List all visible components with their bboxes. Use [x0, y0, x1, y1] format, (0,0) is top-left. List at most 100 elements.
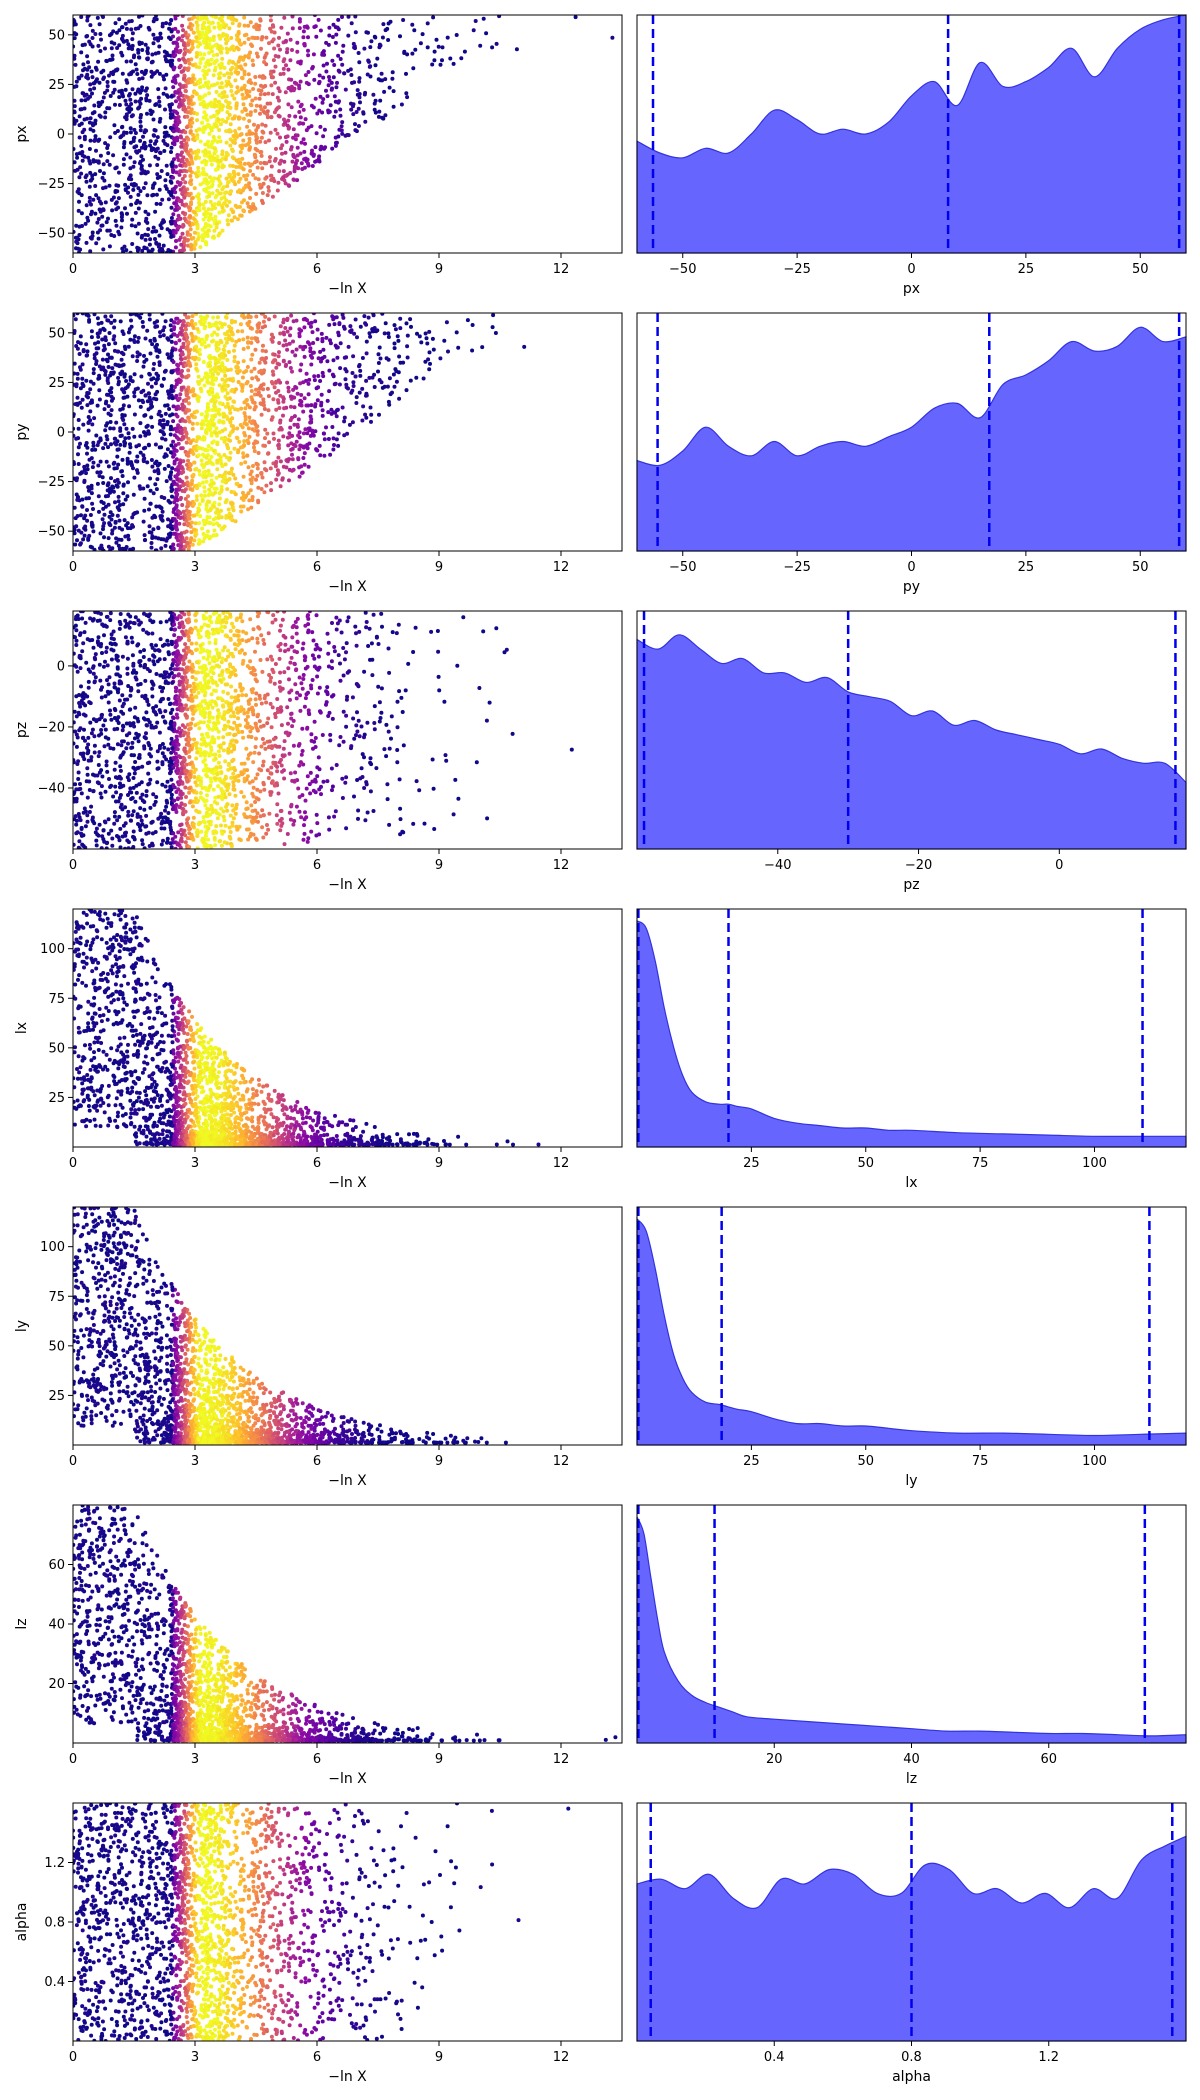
trace-point — [134, 149, 139, 154]
trace-point — [169, 205, 174, 210]
trace-point — [231, 60, 236, 65]
trace-point — [126, 382, 131, 387]
trace-point — [276, 438, 281, 443]
trace-point — [228, 377, 233, 382]
trace-point — [135, 72, 140, 76]
trace-point — [244, 177, 249, 182]
trace-point — [129, 59, 133, 64]
trace-point — [147, 443, 151, 448]
trace-point — [369, 419, 373, 424]
trace-point — [177, 182, 182, 187]
trace-point — [179, 242, 184, 247]
trace-point — [211, 417, 216, 422]
trace-point — [84, 342, 89, 347]
trace-point — [141, 324, 146, 329]
trace-point — [201, 360, 206, 364]
trace-point — [227, 174, 232, 179]
trace-point — [105, 437, 110, 442]
trace-point — [80, 504, 85, 509]
trace-point — [79, 791, 84, 796]
trace-point — [84, 394, 89, 398]
trace-point — [229, 36, 234, 40]
trace-point — [161, 74, 166, 79]
trace-point — [262, 110, 267, 115]
trace-point — [265, 431, 270, 436]
trace-point — [119, 433, 124, 438]
trace-point — [121, 482, 126, 487]
trace-point — [244, 95, 248, 100]
trace-point — [136, 55, 141, 60]
trace-point — [159, 546, 164, 551]
trace-point — [327, 25, 332, 30]
trace-point — [199, 101, 204, 106]
trace-point — [73, 527, 77, 532]
trace-point — [219, 515, 224, 520]
trace-point — [274, 407, 279, 412]
trace-point — [118, 135, 123, 140]
trace-point — [318, 147, 323, 152]
trace-point — [163, 543, 168, 548]
trace-point — [201, 166, 206, 171]
trace-point — [152, 469, 157, 474]
trace-point — [217, 174, 222, 179]
trace-point — [179, 345, 184, 350]
trace-point — [228, 122, 233, 127]
trace-point — [308, 420, 313, 425]
trace-point — [223, 366, 228, 370]
trace-point — [187, 513, 192, 517]
trace-point — [321, 374, 326, 379]
trace-point — [136, 186, 141, 191]
trace-point — [404, 388, 409, 393]
trace-point — [119, 469, 124, 474]
trace-point — [283, 150, 288, 155]
trace-point — [202, 485, 207, 490]
trace-point — [101, 481, 106, 485]
trace-point — [226, 61, 231, 65]
trace-point — [180, 248, 185, 253]
trace-point — [217, 44, 222, 49]
trace-point — [159, 169, 164, 173]
trace-point — [110, 546, 115, 551]
trace-point — [372, 326, 377, 330]
trace-point — [242, 15, 247, 20]
trace-point — [282, 332, 287, 337]
trace-point — [215, 188, 220, 193]
trace-point — [194, 313, 199, 316]
trace-point — [184, 440, 189, 445]
trace-point — [215, 507, 220, 512]
trace-point — [153, 442, 158, 447]
trace-point — [336, 68, 341, 73]
trace-point — [180, 406, 185, 410]
trace-point — [179, 326, 184, 331]
trace-point — [272, 436, 276, 441]
trace-point — [163, 107, 167, 112]
trace-point — [292, 405, 297, 410]
trace-point — [346, 133, 351, 138]
trace-point — [357, 92, 362, 96]
trace-point — [232, 96, 237, 101]
trace-point — [248, 326, 253, 330]
trace-point — [178, 516, 183, 520]
trace-point — [379, 71, 384, 76]
trace-point — [196, 149, 201, 154]
trace-point — [235, 329, 240, 334]
trace-point — [73, 412, 76, 417]
trace-point — [331, 75, 336, 80]
trace-point — [394, 379, 399, 384]
trace-point — [138, 434, 143, 439]
trace-point — [193, 242, 198, 246]
trace-point — [287, 431, 292, 436]
trace-point — [125, 526, 130, 531]
trace-point — [201, 56, 205, 61]
trace-point — [225, 81, 230, 86]
trace-point — [383, 28, 388, 33]
trace-point — [363, 119, 368, 124]
trace-point — [295, 49, 300, 54]
trace-point — [225, 368, 230, 373]
trace-point — [285, 123, 290, 128]
trace-point — [73, 56, 77, 61]
trace-point — [254, 461, 259, 466]
trace-point — [178, 163, 183, 168]
trace-point — [111, 72, 115, 77]
trace-point — [209, 128, 214, 133]
